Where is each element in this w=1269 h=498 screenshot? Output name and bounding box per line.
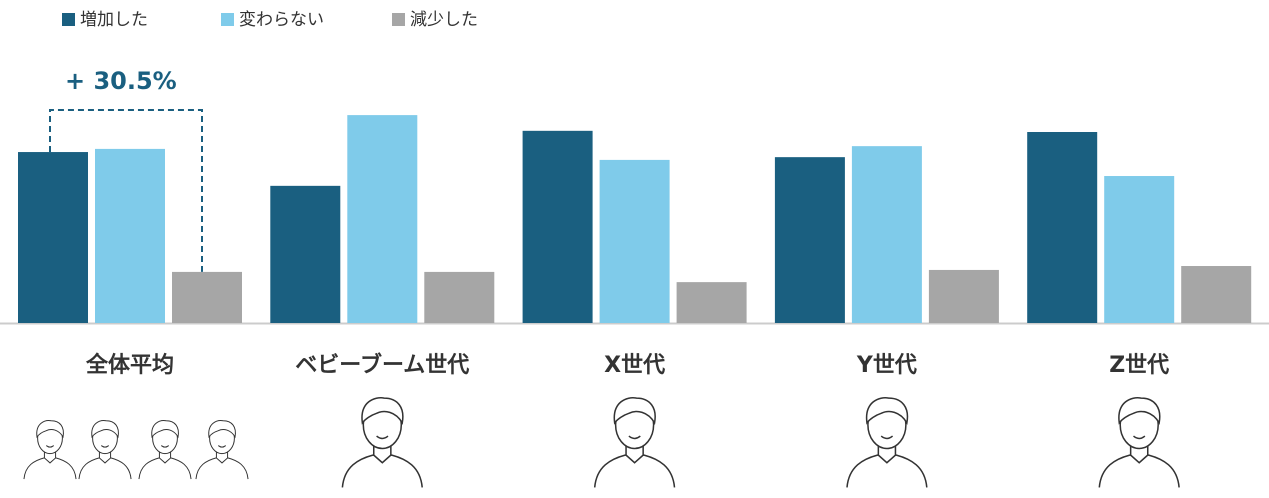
bar bbox=[270, 186, 340, 323]
x-tick-label: ベビーブーム世代 bbox=[295, 352, 469, 378]
annotation: + 30.5% bbox=[65, 67, 177, 95]
person-icon bbox=[79, 421, 131, 480]
bar bbox=[852, 146, 922, 323]
icon-smile bbox=[161, 446, 168, 448]
person-icon bbox=[342, 398, 422, 488]
bar bbox=[1181, 266, 1251, 323]
icon-smile bbox=[1134, 436, 1145, 438]
legend-label: 減少した bbox=[410, 10, 478, 30]
x-tick-label: 全体平均 bbox=[85, 352, 174, 378]
legend-swatch bbox=[62, 13, 75, 26]
person-icon bbox=[847, 398, 927, 488]
bar bbox=[929, 270, 999, 323]
icon-smile bbox=[46, 446, 53, 448]
bar bbox=[600, 160, 670, 323]
bar bbox=[523, 131, 593, 323]
person-icon bbox=[24, 421, 76, 480]
bar bbox=[95, 149, 165, 323]
bar bbox=[18, 152, 88, 323]
x-tick-label: Y世代 bbox=[856, 353, 917, 378]
bar bbox=[677, 282, 747, 323]
bar bbox=[1104, 176, 1174, 323]
chart: + 30.5% 増加した 変わらない 減少した全体平均 ベビーブーム世代 X世代 Y世代 Z… bbox=[0, 0, 1269, 498]
person-icon bbox=[1099, 398, 1179, 488]
bar bbox=[775, 157, 845, 323]
x-tick-label: Z世代 bbox=[1109, 353, 1169, 378]
bar bbox=[424, 272, 494, 323]
icon-smile bbox=[881, 436, 892, 438]
person-icon bbox=[595, 398, 675, 488]
person-icon bbox=[196, 421, 248, 480]
legend-swatch bbox=[221, 13, 234, 26]
legend-label: 増加した bbox=[80, 10, 148, 30]
bar bbox=[347, 115, 417, 323]
icon-smile bbox=[629, 436, 640, 438]
legend-label: 変わらない bbox=[239, 10, 324, 30]
icon-smile bbox=[101, 446, 108, 448]
icon-smile bbox=[218, 446, 225, 448]
icon-smile bbox=[377, 436, 388, 438]
bar bbox=[1027, 132, 1097, 323]
bar bbox=[172, 272, 242, 323]
x-tick-label: X世代 bbox=[604, 353, 665, 378]
legend-swatch bbox=[392, 13, 405, 26]
person-icon bbox=[139, 421, 191, 480]
